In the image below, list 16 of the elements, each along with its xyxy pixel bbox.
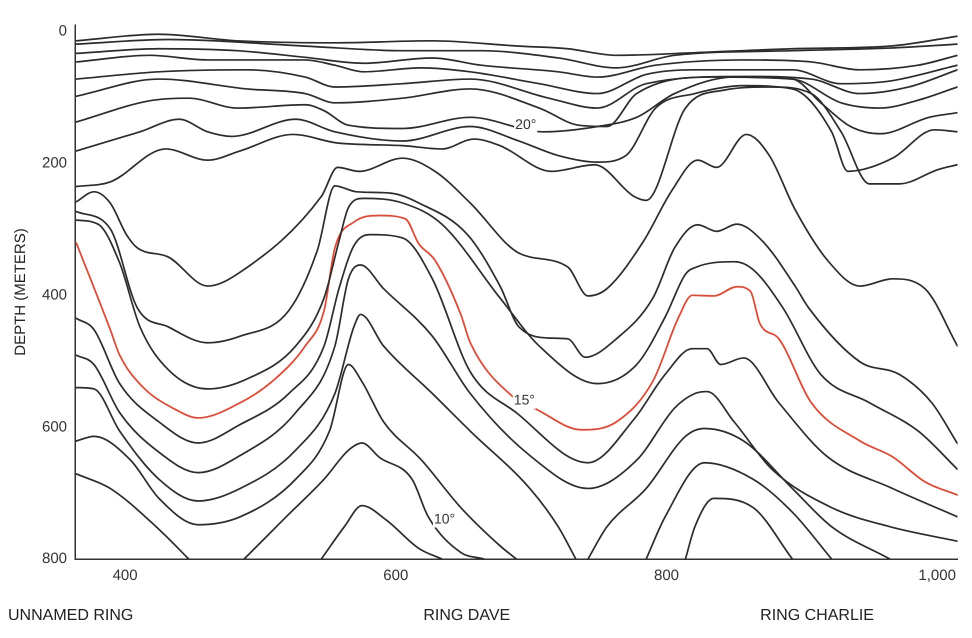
annotation: 10° — [434, 510, 456, 526]
text: RING DAVE — [423, 607, 510, 625]
x-tick-label: 800 — [654, 567, 680, 584]
x-tick-label: 600 — [383, 567, 408, 584]
text: RING CHARLIE — [760, 607, 874, 625]
x-tick-label: 1,000 — [918, 567, 956, 584]
y-tick-label: 600 — [42, 418, 68, 436]
y-tick-label: 800 — [42, 550, 68, 568]
y-tick-label: 400 — [42, 286, 68, 304]
text: UNNAMED RING — [8, 607, 134, 625]
annotation: 20° — [515, 116, 536, 132]
annotation: 15° — [514, 392, 535, 408]
y-tick-label: 0 — [58, 22, 68, 40]
y-axis-title: DEPTH (METERS) — [12, 228, 30, 356]
x-tick-label: 400 — [112, 567, 138, 584]
y-tick-label: 200 — [42, 154, 68, 172]
